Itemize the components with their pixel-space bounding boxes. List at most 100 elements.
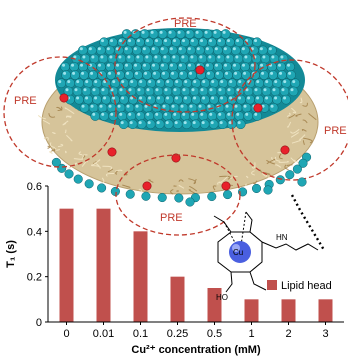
sphere-highlight bbox=[191, 112, 195, 116]
lipid-head-sphere bbox=[70, 70, 80, 80]
lipid-fiber bbox=[302, 119, 308, 124]
lipid-head-sphere bbox=[208, 119, 219, 130]
lipid-fiber bbox=[252, 180, 258, 185]
sphere-highlight bbox=[108, 104, 112, 108]
lipid-head-sphere bbox=[267, 45, 277, 56]
sphere-highlight bbox=[130, 80, 134, 84]
sphere-highlight bbox=[178, 47, 182, 51]
rim-head-sphere bbox=[275, 175, 285, 185]
lipid-head-sphere bbox=[146, 94, 156, 105]
lipid-head-sphere bbox=[126, 37, 136, 48]
lipid-head-sphere bbox=[278, 53, 289, 64]
lipid-head-sphere bbox=[286, 70, 296, 80]
lipid-fiber bbox=[37, 115, 46, 120]
lipid-head-sphere bbox=[74, 78, 85, 89]
lipid-head-sphere bbox=[171, 111, 182, 121]
sphere-highlight bbox=[146, 112, 150, 116]
lipid-head-sphere bbox=[135, 111, 146, 121]
sphere-highlight bbox=[238, 96, 242, 100]
lipid-fiber bbox=[245, 183, 247, 187]
lipid-fiber bbox=[81, 160, 88, 167]
sphere-highlight bbox=[228, 121, 232, 125]
lipid-head-sphere bbox=[281, 94, 291, 105]
sphere-highlight bbox=[121, 96, 125, 100]
lipid-fiber bbox=[105, 173, 115, 177]
sphere-highlight bbox=[272, 88, 276, 92]
sphere-highlight bbox=[137, 112, 141, 116]
lipid-head-sphere bbox=[261, 86, 272, 97]
lipid-fiber bbox=[287, 121, 292, 128]
lipid-head-sphere bbox=[88, 70, 98, 80]
sphere-highlight bbox=[156, 121, 160, 125]
probe-sphere bbox=[195, 65, 205, 75]
lipid-head-sphere bbox=[130, 29, 141, 39]
lipid-fiber bbox=[66, 134, 73, 142]
sphere-highlight bbox=[243, 71, 247, 75]
lipid-head-sphere bbox=[259, 70, 269, 80]
sphere-highlight bbox=[76, 80, 80, 84]
lipid-head-sphere bbox=[220, 29, 231, 39]
sphere-highlight bbox=[133, 47, 137, 51]
lipid-head-sphere bbox=[267, 61, 277, 72]
lipid-head-sphere bbox=[209, 78, 220, 89]
lipid-head-sphere bbox=[159, 61, 169, 72]
lipid-head-sphere bbox=[243, 111, 254, 121]
sphere-highlight bbox=[232, 47, 236, 51]
lipid-head-sphere bbox=[197, 53, 208, 64]
lipid-head-sphere bbox=[223, 102, 234, 113]
lipid-head-sphere bbox=[90, 111, 101, 121]
sphere-highlight bbox=[123, 30, 127, 34]
legend-swatch bbox=[267, 280, 277, 290]
x-tick-label: 0.5 bbox=[207, 328, 222, 340]
lipid-head-sphere bbox=[178, 70, 188, 80]
sphere-highlight bbox=[209, 112, 213, 116]
sphere-highlight bbox=[173, 88, 177, 92]
sphere-highlight bbox=[271, 55, 275, 59]
probe-sphere bbox=[171, 153, 181, 163]
sphere-highlight bbox=[205, 47, 209, 51]
sphere-highlight bbox=[199, 55, 203, 59]
sphere-highlight bbox=[144, 71, 148, 75]
sphere-highlight bbox=[283, 96, 287, 100]
sphere-highlight bbox=[164, 112, 168, 116]
lipid-head-sphere bbox=[132, 61, 142, 72]
lipid-head-sphere bbox=[224, 53, 235, 64]
sphere-highlight bbox=[126, 104, 130, 108]
sphere-highlight bbox=[101, 88, 105, 92]
lipid-head-sphere bbox=[106, 102, 117, 113]
sphere-highlight bbox=[63, 71, 67, 75]
sphere-highlight bbox=[186, 30, 190, 34]
lipid-head-sphere bbox=[148, 29, 159, 39]
lipid-head-sphere bbox=[216, 37, 226, 48]
sphere-highlight bbox=[139, 96, 143, 100]
rim-head-sphere bbox=[297, 177, 307, 187]
sphere-highlight bbox=[170, 63, 174, 67]
sphere-highlight bbox=[126, 71, 130, 75]
lipid-head-sphere bbox=[198, 37, 208, 48]
lipid-head-sphere bbox=[175, 29, 186, 39]
pre-label-bottom: PRE bbox=[160, 212, 183, 224]
lipid-fiber bbox=[176, 190, 180, 192]
sphere-highlight bbox=[182, 112, 186, 116]
sphere-highlight bbox=[128, 88, 132, 92]
lipid-head-sphere bbox=[169, 70, 179, 80]
sphere-highlight bbox=[119, 112, 123, 116]
lipid-head-sphere bbox=[162, 111, 173, 121]
lipid-head-sphere bbox=[126, 111, 137, 121]
sphere-highlight bbox=[162, 104, 166, 108]
lipid-head-sphere bbox=[99, 37, 109, 48]
sphere-highlight bbox=[120, 121, 124, 125]
lipid-head-sphere bbox=[96, 45, 106, 56]
sphere-highlight bbox=[209, 39, 213, 43]
paramagnetic-probes bbox=[59, 65, 290, 191]
sphere-highlight bbox=[67, 80, 71, 84]
lipid-head-sphere bbox=[133, 70, 143, 80]
lipid-fiber bbox=[42, 119, 51, 125]
sphere-highlight bbox=[211, 80, 215, 84]
rim-head-sphere bbox=[263, 185, 273, 195]
lipid-fiber bbox=[51, 149, 56, 152]
lipid-head-sphere bbox=[288, 86, 299, 97]
lipid-head-sphere bbox=[74, 94, 84, 105]
sphere-highlight bbox=[174, 121, 178, 125]
lipid-fiber bbox=[290, 157, 296, 163]
